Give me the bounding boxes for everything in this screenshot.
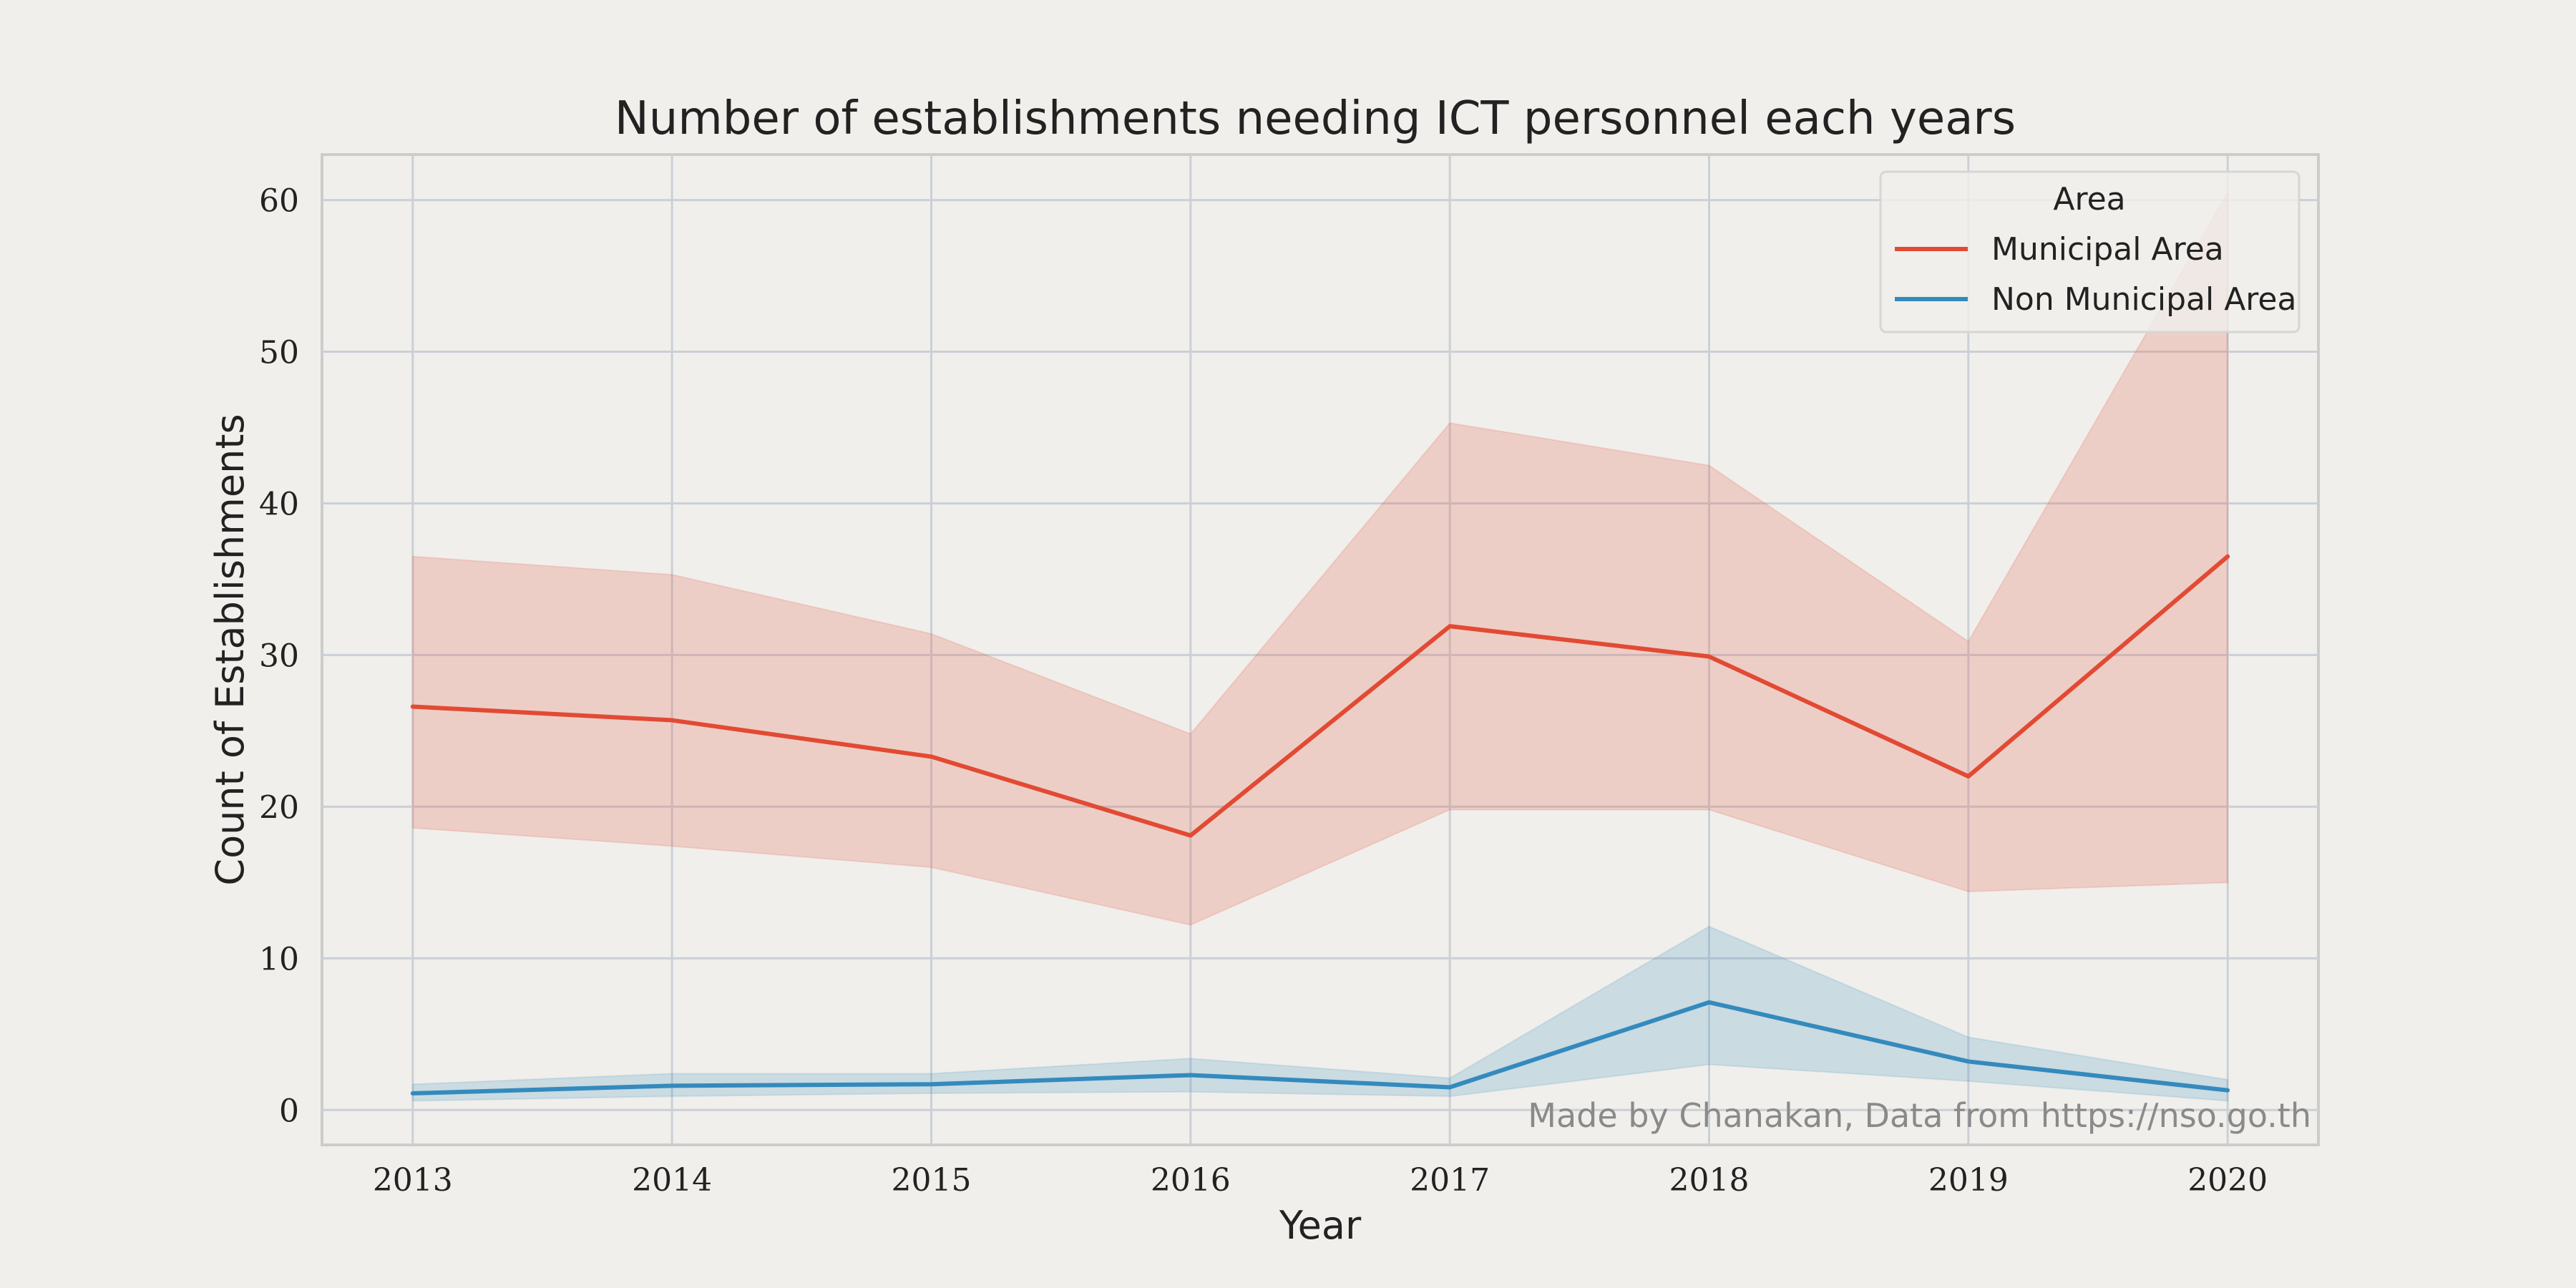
x-tick-label: 2013 xyxy=(373,1162,453,1199)
y-tick-label: 0 xyxy=(279,1093,299,1129)
x-tick-label: 2017 xyxy=(1410,1162,1490,1199)
y-tick-label: 10 xyxy=(259,941,299,977)
y-tick-label: 40 xyxy=(259,486,299,522)
legend-box xyxy=(1879,170,2301,333)
x-tick-label: 2020 xyxy=(2187,1162,2268,1199)
series-lines xyxy=(410,554,2230,1096)
plot-area xyxy=(321,153,2320,1146)
chart-title: Number of establishments needing ICT per… xyxy=(615,92,2016,145)
y-tick-label: 60 xyxy=(259,183,299,220)
series-line-2 xyxy=(410,1000,2230,1096)
confidence-bands xyxy=(411,190,2229,1102)
x-tick-label: 2018 xyxy=(1669,1162,1750,1199)
x-axis-label: Year xyxy=(1279,1203,1362,1248)
credit-annotation: Made by Chanakan, Data from https://nso.… xyxy=(1528,1096,2311,1135)
y-tick-label: 50 xyxy=(259,335,299,371)
x-axis-ticks: 2013 2014 2015 2016 2017 2018 2019 2020 xyxy=(373,1162,2268,1199)
x-tick-label: 2016 xyxy=(1151,1162,1231,1199)
legend-label-1: Municipal Area xyxy=(1991,231,2224,268)
y-tick-label: 30 xyxy=(259,638,299,674)
series-line-1 xyxy=(410,554,2230,838)
confidence-band-2 xyxy=(411,925,2229,1102)
plot-frame xyxy=(321,153,2320,1146)
y-tick-label: 20 xyxy=(259,789,299,826)
x-tick-label: 2015 xyxy=(892,1162,972,1199)
x-tick-label: 2019 xyxy=(1928,1162,2009,1199)
legend-label-2: Non Municipal Area xyxy=(1991,281,2296,318)
gridlines xyxy=(322,155,2318,1145)
x-tick-label: 2014 xyxy=(632,1162,712,1199)
legend-title: Area xyxy=(2053,181,2125,218)
y-axis-ticks: 0 10 20 30 40 50 60 xyxy=(259,183,299,1130)
y-axis-label: Count of Establishments xyxy=(208,414,253,885)
legend: Area Municipal Area Non Municipal Area xyxy=(1879,170,2301,333)
confidence-band-1 xyxy=(411,190,2229,926)
